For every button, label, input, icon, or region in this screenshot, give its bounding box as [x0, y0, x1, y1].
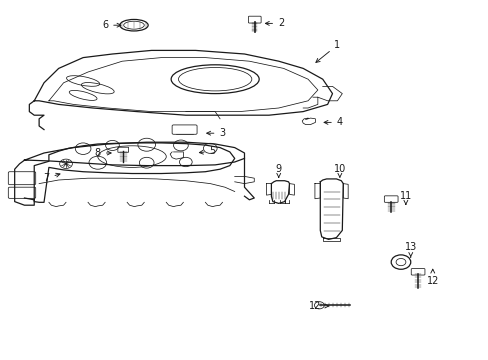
- Text: 3: 3: [206, 128, 225, 138]
- Text: 2: 2: [265, 18, 284, 28]
- Text: 6: 6: [102, 20, 121, 30]
- Text: 10: 10: [333, 164, 346, 177]
- Text: 7: 7: [43, 173, 60, 183]
- Text: 12: 12: [308, 301, 328, 311]
- Text: 11: 11: [399, 191, 411, 204]
- Text: 5: 5: [199, 146, 215, 156]
- Text: 4: 4: [324, 117, 342, 127]
- Text: 9: 9: [275, 164, 281, 177]
- Text: 8: 8: [95, 148, 111, 158]
- Text: 13: 13: [404, 242, 416, 257]
- Text: 12: 12: [426, 269, 438, 286]
- Text: 1: 1: [315, 40, 340, 62]
